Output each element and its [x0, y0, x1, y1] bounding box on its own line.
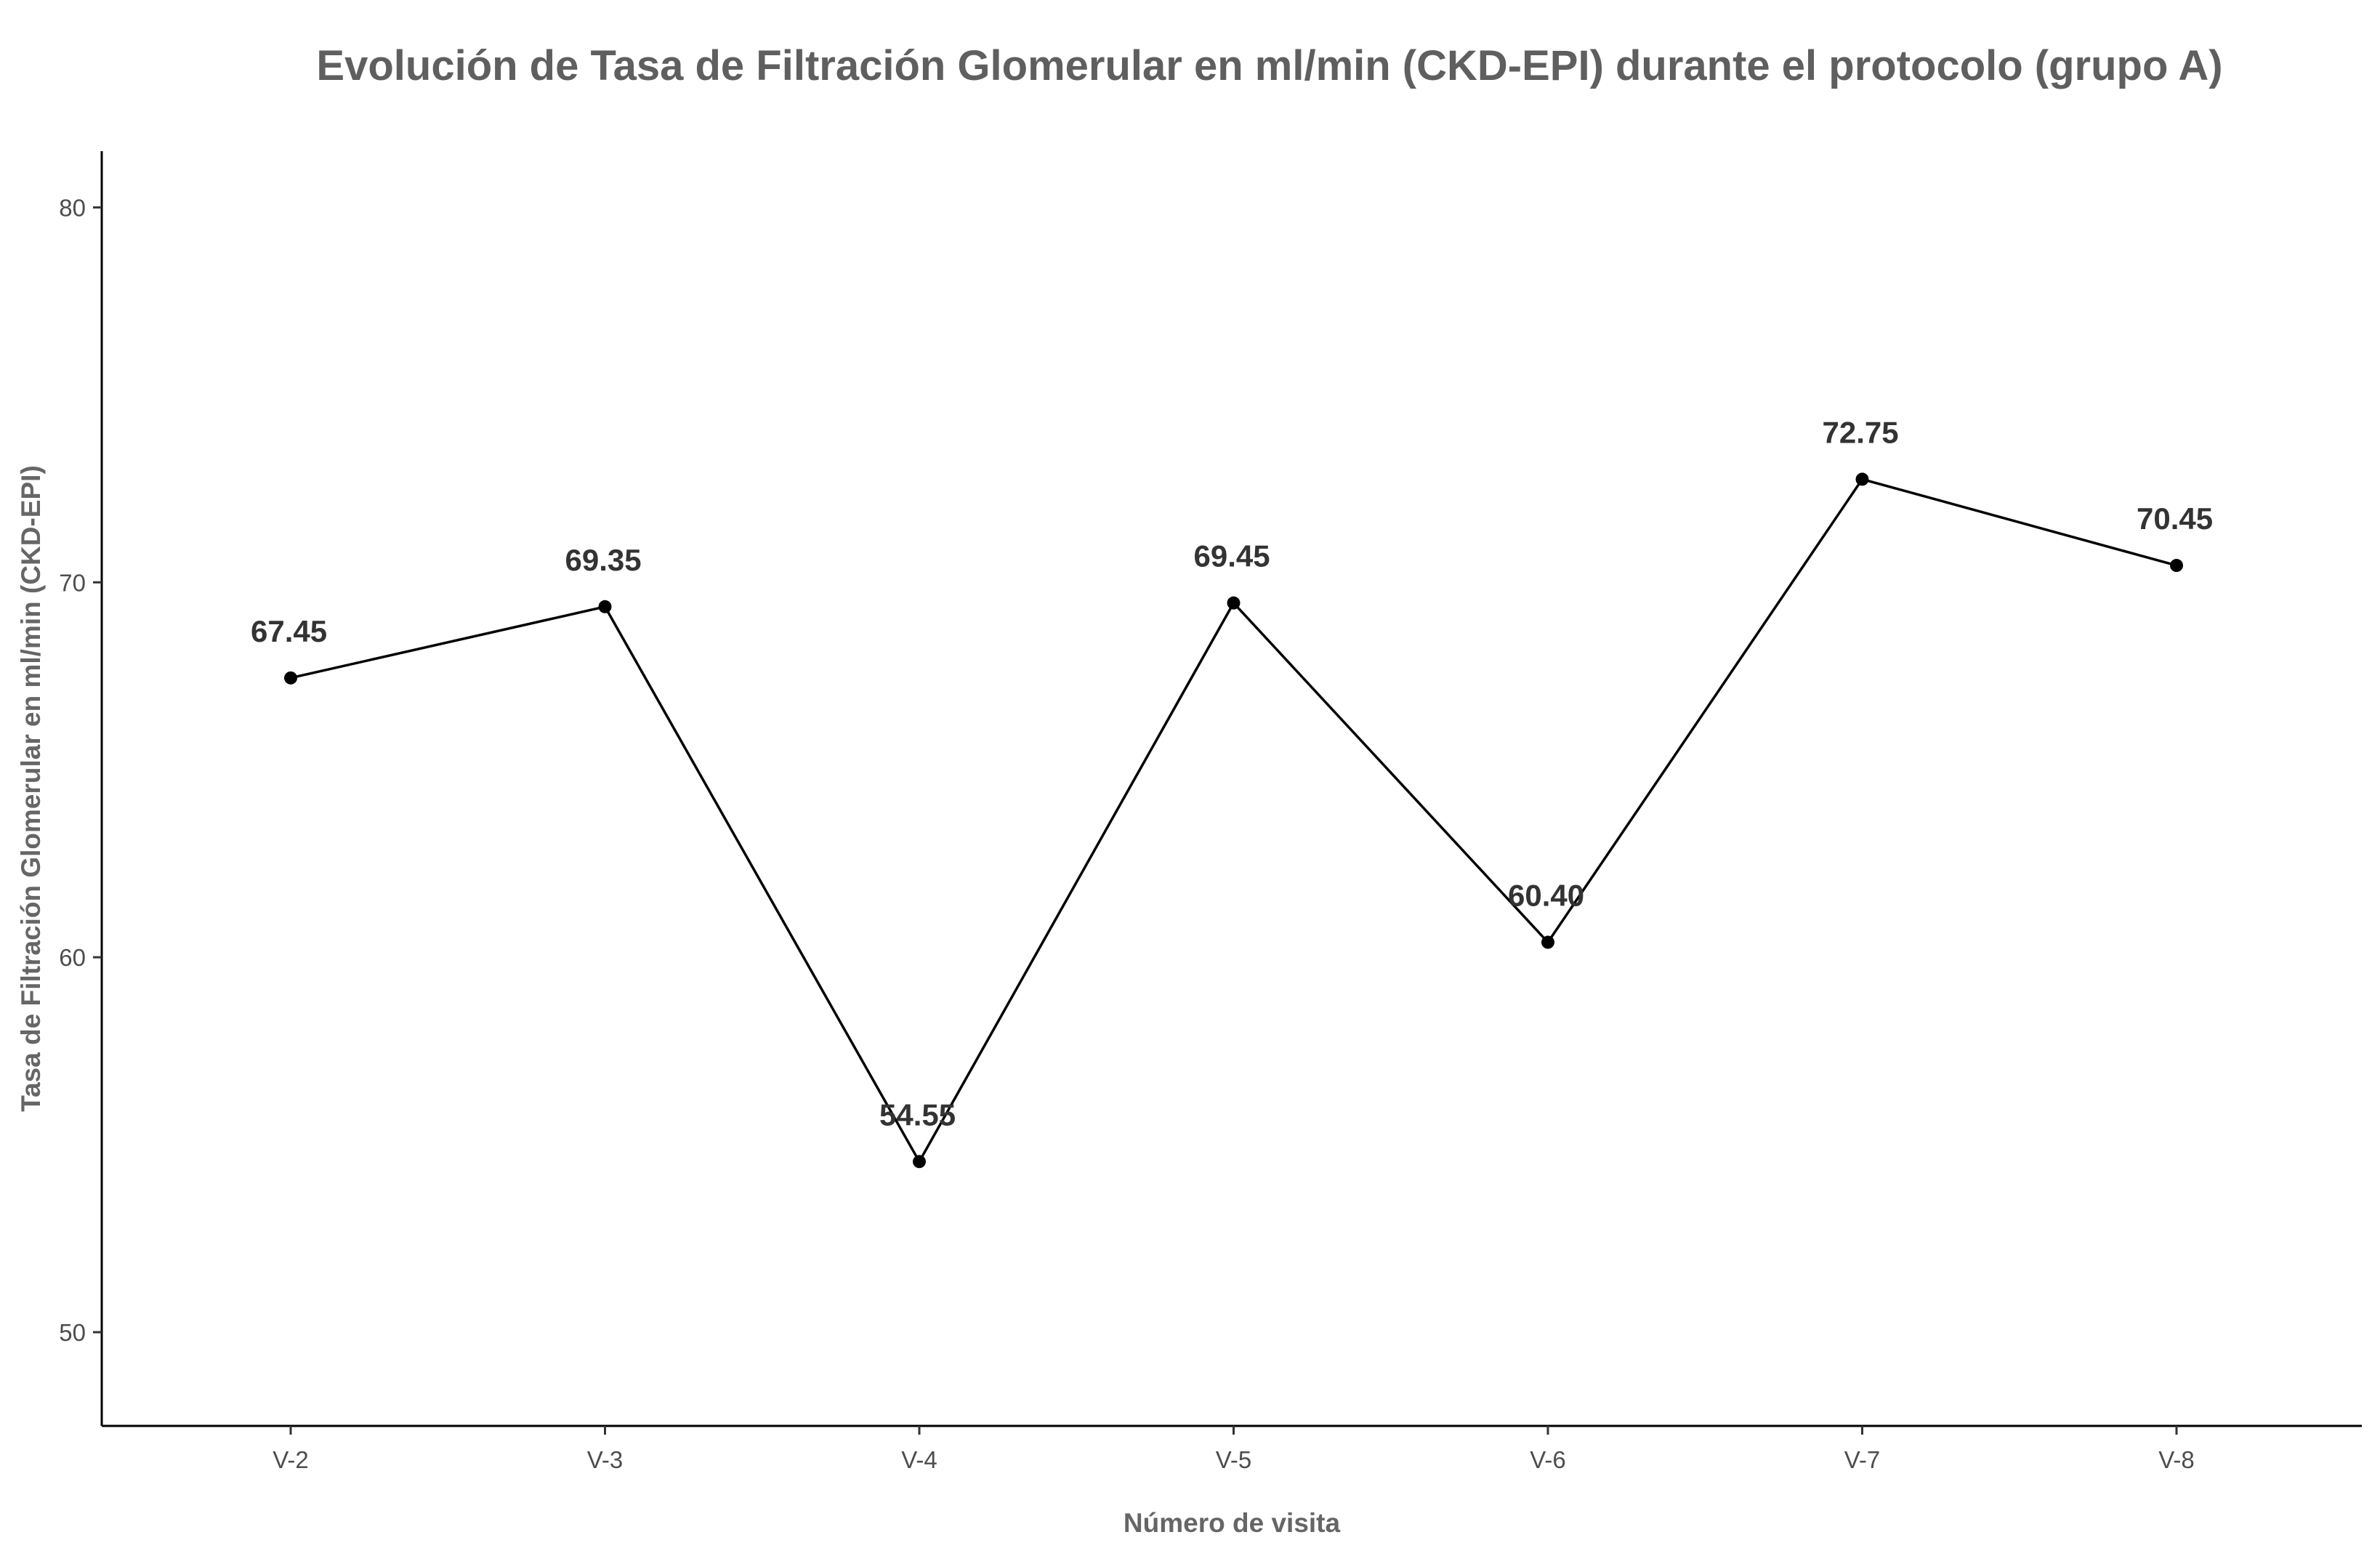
series-line — [290, 477, 2177, 1164]
data-point — [284, 671, 297, 685]
data-label: 60.40 — [1508, 879, 1584, 913]
y-tick-label: 80 — [59, 194, 86, 221]
data-points — [284, 472, 2183, 1169]
data-point — [598, 600, 612, 613]
data-point — [1227, 596, 1241, 610]
data-label: 69.45 — [1194, 539, 1270, 573]
x-tick-label: V-7 — [1844, 1446, 1881, 1473]
data-label: 67.45 — [251, 614, 327, 648]
series-line-group — [290, 477, 2177, 1164]
data-point — [1855, 472, 1869, 486]
chart-title: Evolución de Tasa de Filtración Glomerul… — [316, 42, 2222, 89]
x-ticks: V-2 V-3 V-4 V-5 V-6 V-7 V-8 — [273, 1426, 2195, 1473]
x-axis-label: Número de visita — [1124, 1508, 1341, 1538]
data-point — [1541, 935, 1554, 949]
y-tick-label: 60 — [59, 944, 86, 971]
x-tick-label: V-2 — [273, 1446, 309, 1473]
data-label: 72.75 — [1823, 415, 1899, 449]
data-label: 54.55 — [879, 1097, 956, 1132]
x-tick-label: V-4 — [901, 1446, 937, 1473]
data-labels: 67.45 69.35 54.55 69.45 60.40 72.75 70.45 — [251, 415, 2213, 1132]
data-label: 70.45 — [2137, 501, 2213, 536]
x-tick-label: V-5 — [1216, 1446, 1252, 1473]
y-tick-label: 70 — [59, 569, 86, 596]
data-point — [913, 1155, 926, 1169]
x-tick-label: V-6 — [1530, 1446, 1566, 1473]
y-tick-label: 50 — [59, 1319, 86, 1346]
x-tick-label: V-8 — [2158, 1446, 2195, 1473]
y-ticks: 50 60 70 80 — [59, 194, 102, 1346]
data-point — [2170, 559, 2183, 573]
y-axis-label: Tasa de Filtración Glomerular en ml/min … — [16, 465, 46, 1112]
data-label: 69.35 — [565, 543, 642, 577]
x-tick-label: V-3 — [587, 1446, 624, 1473]
